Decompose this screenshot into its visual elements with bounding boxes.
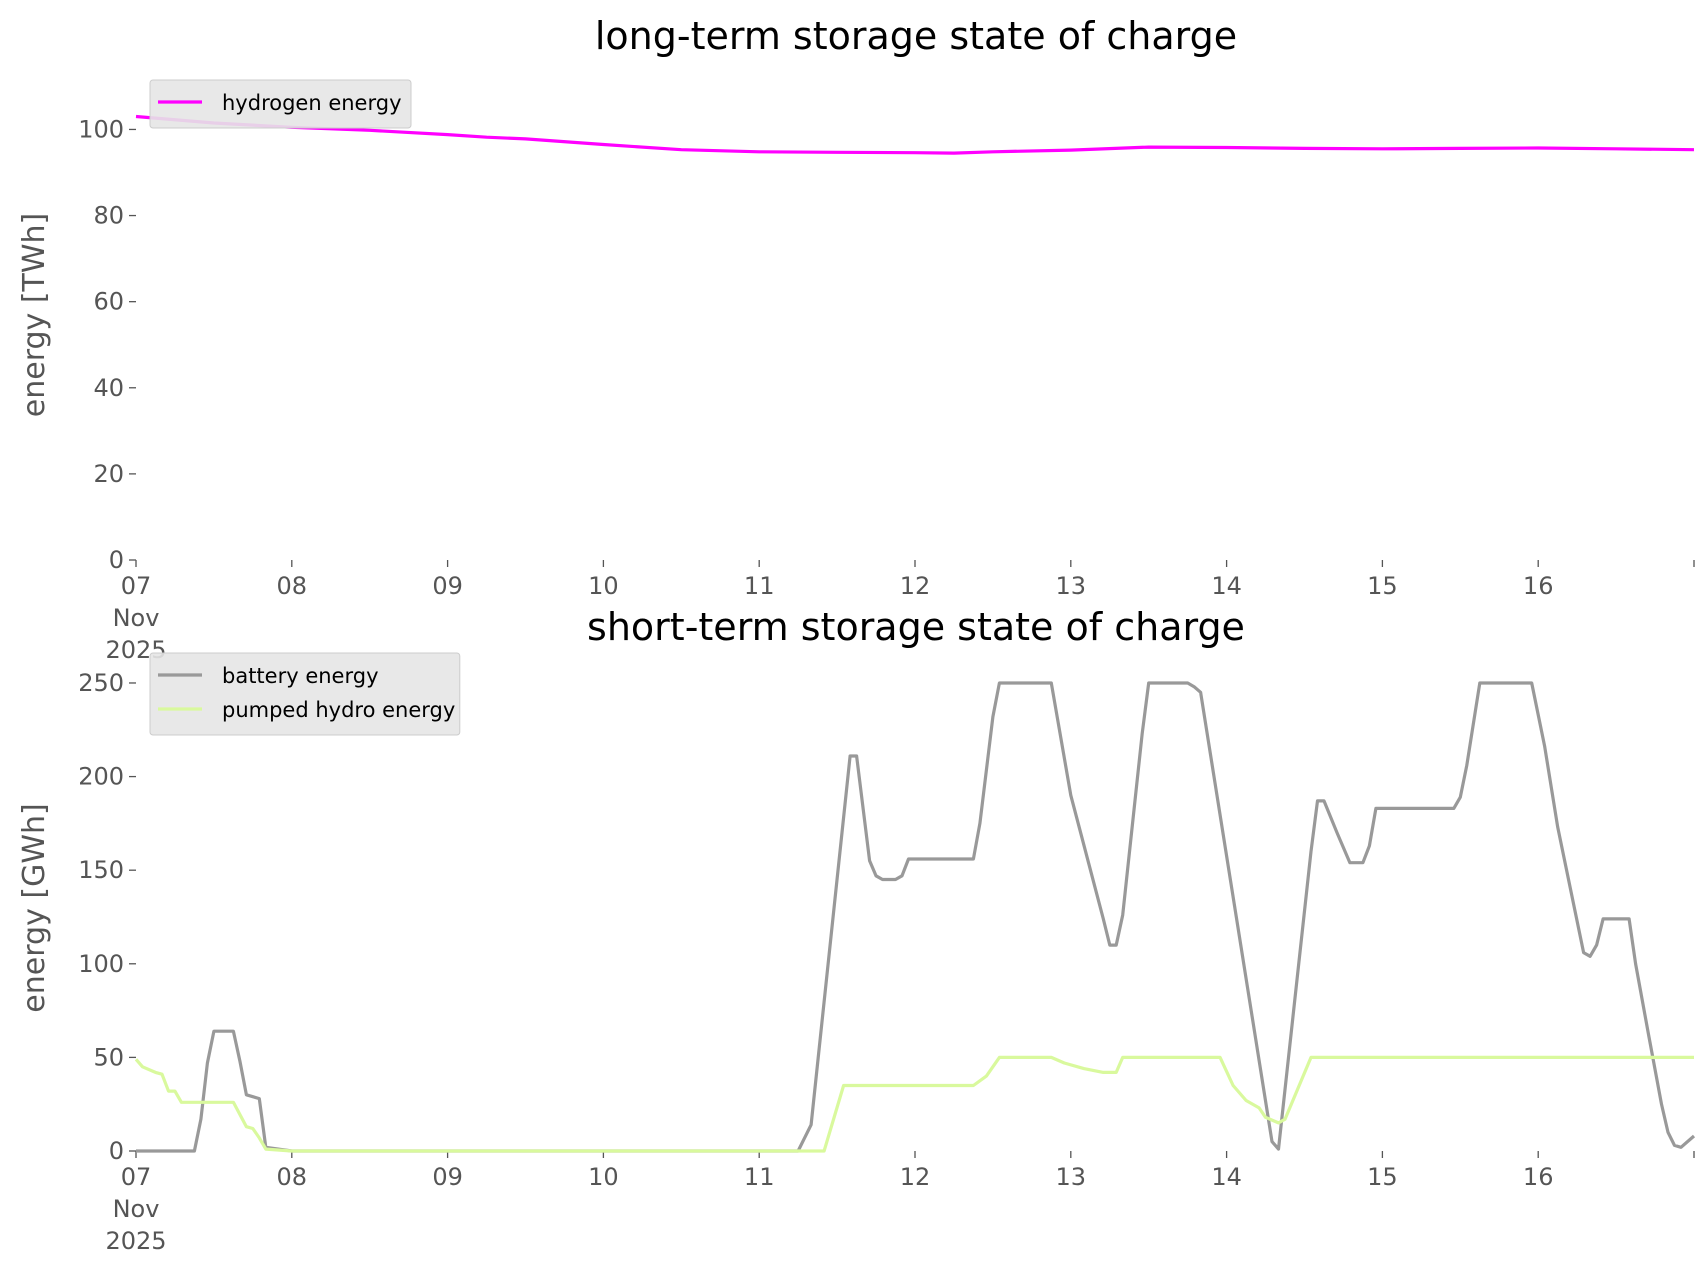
x-tick-label: 07 [121, 572, 152, 600]
series-layer [134, 681, 1696, 1153]
x-tick-label: 08 [277, 572, 308, 600]
y-axis-label: energy [TWh] [17, 213, 52, 417]
y-tick-label: 100 [78, 950, 124, 978]
series-line-0 [135, 114, 1695, 155]
y-tick-label: 200 [78, 763, 124, 791]
x-tick-label: Nov [113, 604, 160, 632]
x-tick-label: 13 [1056, 572, 1087, 600]
x-tick-label: 11 [744, 572, 775, 600]
legend-label: battery energy [222, 664, 379, 688]
x-tick-label: 07 [121, 1163, 152, 1191]
x-tick-label: 11 [744, 1163, 775, 1191]
x-tick-label: 16 [1523, 1163, 1554, 1191]
x-tick-label: 14 [1211, 1163, 1242, 1191]
legend-box [149, 79, 412, 129]
chart-title: long-term storage state of charge [595, 14, 1237, 58]
y-tick-label: 150 [78, 856, 124, 884]
x-tick-label: 10 [588, 572, 619, 600]
legend-box [149, 652, 461, 736]
long-term-storage-chart: long-term storage state of charge energy… [17, 14, 1695, 664]
y-tick-label: 0 [109, 1137, 124, 1165]
x-tick-label: 08 [277, 1163, 308, 1191]
y-tick-label: 20 [93, 460, 124, 488]
x-tick-label: 2025 [105, 1227, 166, 1255]
x-axis: 07 Nov 2025 08 09 10 11 12 13 14 15 16 [105, 1151, 1695, 1255]
y-tick-label: 40 [93, 374, 124, 402]
y-tick-label: 100 [78, 115, 124, 143]
y-tick-label: 80 [93, 202, 124, 230]
chart-title: short-term storage state of charge [587, 605, 1245, 649]
legend: hydrogen energy [149, 79, 412, 129]
y-axis: 0 50 100 150 200 250 [78, 669, 136, 1165]
y-tick-label: 50 [93, 1043, 124, 1071]
short-term-storage-chart: short-term storage state of charge energ… [17, 605, 1696, 1255]
x-tick-label: 15 [1367, 572, 1398, 600]
y-tick-label: 250 [78, 669, 124, 697]
x-tick-label: 16 [1523, 572, 1554, 600]
x-tick-label: 10 [588, 1163, 619, 1191]
x-tick-label: Nov [113, 1195, 160, 1223]
series-layer [135, 114, 1695, 155]
x-tick-label: 09 [432, 1163, 463, 1191]
legend: battery energy pumped hydro energy [149, 652, 461, 736]
x-tick-label: 09 [432, 572, 463, 600]
x-tick-label: 12 [900, 1163, 931, 1191]
y-tick-label: 0 [109, 546, 124, 574]
x-tick-label: 13 [1056, 1163, 1087, 1191]
x-tick-label: 15 [1367, 1163, 1398, 1191]
y-axis-label: energy [GWh] [17, 803, 52, 1012]
y-tick-label: 60 [93, 288, 124, 316]
series-line-1 [134, 1055, 1694, 1153]
legend-label: hydrogen energy [222, 91, 402, 115]
y-axis: 0 20 40 60 80 100 [78, 115, 136, 574]
legend-label: pumped hydro energy [222, 698, 455, 722]
x-tick-label: 14 [1211, 572, 1242, 600]
x-tick-label: 12 [900, 572, 931, 600]
